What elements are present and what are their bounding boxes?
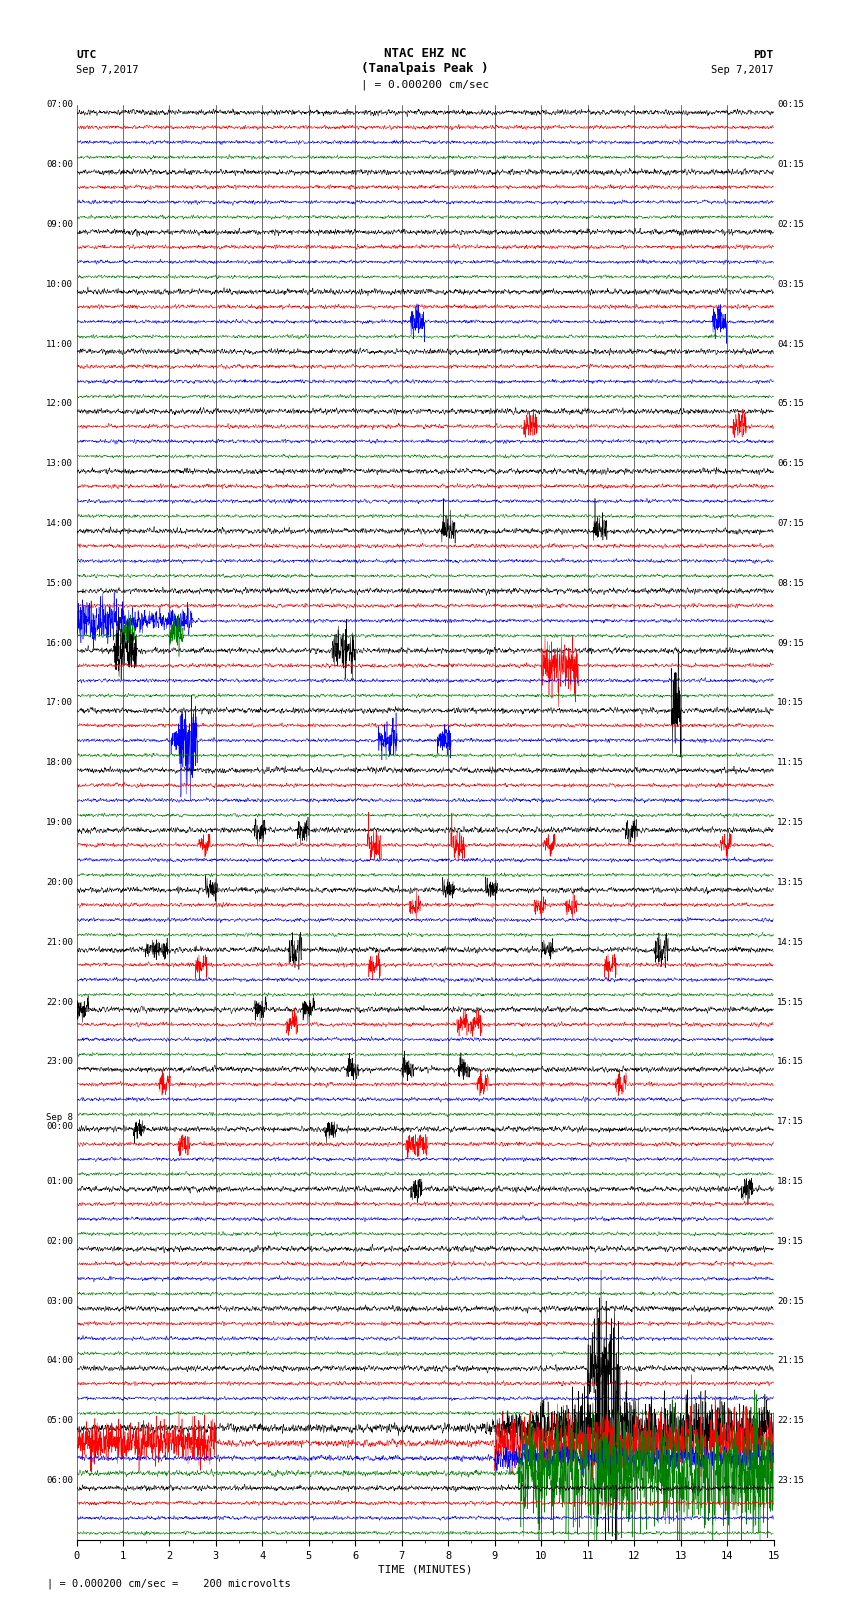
Text: 01:15: 01:15	[777, 160, 804, 169]
X-axis label: TIME (MINUTES): TIME (MINUTES)	[377, 1565, 473, 1574]
Text: UTC: UTC	[76, 50, 97, 60]
Text: 18:15: 18:15	[777, 1177, 804, 1186]
Text: | = 0.000200 cm/sec: | = 0.000200 cm/sec	[361, 79, 489, 90]
Text: 14:15: 14:15	[777, 937, 804, 947]
Text: Sep 7,2017: Sep 7,2017	[76, 65, 139, 76]
Text: 14:00: 14:00	[46, 519, 73, 527]
Text: 17:00: 17:00	[46, 698, 73, 708]
Text: 01:00: 01:00	[46, 1177, 73, 1186]
Text: 09:00: 09:00	[46, 219, 73, 229]
Text: 04:00: 04:00	[46, 1357, 73, 1366]
Text: 12:00: 12:00	[46, 400, 73, 408]
Text: PDT: PDT	[753, 50, 774, 60]
Text: 08:00: 08:00	[46, 160, 73, 169]
Text: 12:15: 12:15	[777, 818, 804, 827]
Text: 05:00: 05:00	[46, 1416, 73, 1426]
Text: 22:15: 22:15	[777, 1416, 804, 1426]
Text: 17:15: 17:15	[777, 1118, 804, 1126]
Text: 05:15: 05:15	[777, 400, 804, 408]
Text: 11:15: 11:15	[777, 758, 804, 768]
Text: 19:00: 19:00	[46, 818, 73, 827]
Text: 13:00: 13:00	[46, 460, 73, 468]
Text: Sep 7,2017: Sep 7,2017	[711, 65, 774, 76]
Text: NTAC EHZ NC: NTAC EHZ NC	[383, 47, 467, 60]
Text: 02:00: 02:00	[46, 1237, 73, 1245]
Text: 18:00: 18:00	[46, 758, 73, 768]
Text: 06:00: 06:00	[46, 1476, 73, 1486]
Text: (Tanalpais Peak ): (Tanalpais Peak )	[361, 61, 489, 76]
Text: 07:00: 07:00	[46, 100, 73, 110]
Text: 21:15: 21:15	[777, 1357, 804, 1366]
Text: 21:00: 21:00	[46, 937, 73, 947]
Text: 15:00: 15:00	[46, 579, 73, 587]
Text: 02:15: 02:15	[777, 219, 804, 229]
Text: 07:15: 07:15	[777, 519, 804, 527]
Text: 00:15: 00:15	[777, 100, 804, 110]
Text: | = 0.000200 cm/sec =    200 microvolts: | = 0.000200 cm/sec = 200 microvolts	[47, 1579, 291, 1589]
Text: 11:00: 11:00	[46, 340, 73, 348]
Text: 20:00: 20:00	[46, 877, 73, 887]
Text: 08:15: 08:15	[777, 579, 804, 587]
Text: 00:00: 00:00	[46, 1121, 73, 1131]
Text: 13:15: 13:15	[777, 877, 804, 887]
Text: 06:15: 06:15	[777, 460, 804, 468]
Text: 16:00: 16:00	[46, 639, 73, 648]
Text: 03:00: 03:00	[46, 1297, 73, 1305]
Text: 20:15: 20:15	[777, 1297, 804, 1305]
Text: 10:15: 10:15	[777, 698, 804, 708]
Text: 19:15: 19:15	[777, 1237, 804, 1245]
Text: 10:00: 10:00	[46, 279, 73, 289]
Text: 09:15: 09:15	[777, 639, 804, 648]
Text: 16:15: 16:15	[777, 1058, 804, 1066]
Text: 04:15: 04:15	[777, 340, 804, 348]
Text: 23:15: 23:15	[777, 1476, 804, 1486]
Text: 23:00: 23:00	[46, 1058, 73, 1066]
Text: Sep 8: Sep 8	[46, 1113, 73, 1121]
Text: 22:00: 22:00	[46, 997, 73, 1007]
Text: 03:15: 03:15	[777, 279, 804, 289]
Text: 15:15: 15:15	[777, 997, 804, 1007]
